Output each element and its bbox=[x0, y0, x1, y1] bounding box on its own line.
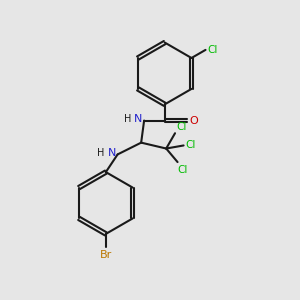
Text: Cl: Cl bbox=[186, 140, 196, 151]
Text: Br: Br bbox=[100, 250, 112, 260]
Text: H: H bbox=[124, 114, 131, 124]
Text: N: N bbox=[134, 114, 142, 124]
Text: H: H bbox=[97, 148, 105, 158]
Text: Cl: Cl bbox=[176, 122, 187, 132]
Text: Cl: Cl bbox=[178, 165, 188, 175]
Text: O: O bbox=[189, 116, 198, 126]
Text: Cl: Cl bbox=[208, 45, 218, 55]
Text: N: N bbox=[108, 148, 116, 158]
